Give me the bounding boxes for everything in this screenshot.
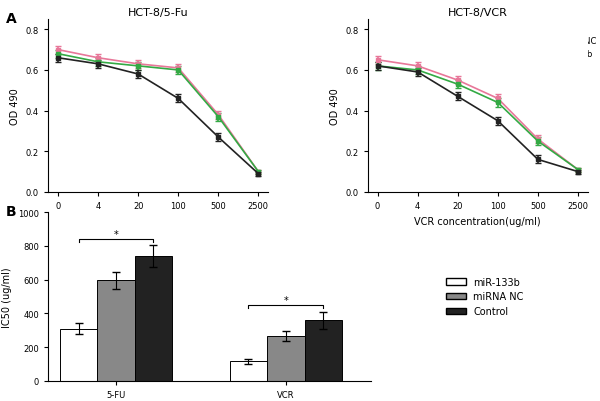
X-axis label: 5Fu concentration(ug/ml): 5Fu concentration(ug/ml) <box>96 216 220 226</box>
Bar <box>267 336 305 381</box>
Text: B: B <box>6 205 17 219</box>
Bar <box>134 256 172 381</box>
Bar <box>97 281 134 381</box>
Y-axis label: OD 490: OD 490 <box>330 88 340 125</box>
X-axis label: VCR concentration(ug/ml): VCR concentration(ug/ml) <box>415 216 541 226</box>
Bar <box>60 329 97 381</box>
Text: *: * <box>113 229 118 239</box>
Bar <box>305 320 342 381</box>
Text: *: * <box>283 295 288 305</box>
Y-axis label: IC50 (ug/ml): IC50 (ug/ml) <box>2 267 13 327</box>
Bar <box>230 362 267 381</box>
Text: A: A <box>6 12 17 26</box>
Legend: miR-133b, miRNA NC, Control: miR-133b, miRNA NC, Control <box>446 277 524 316</box>
Legend: Control, miRNA NC, miR-133b: Control, miRNA NC, miR-133b <box>526 21 599 63</box>
Title: HCT-8/5-Fu: HCT-8/5-Fu <box>128 8 188 18</box>
Y-axis label: OD 490: OD 490 <box>10 88 20 125</box>
Title: HCT-8/VCR: HCT-8/VCR <box>448 8 508 18</box>
